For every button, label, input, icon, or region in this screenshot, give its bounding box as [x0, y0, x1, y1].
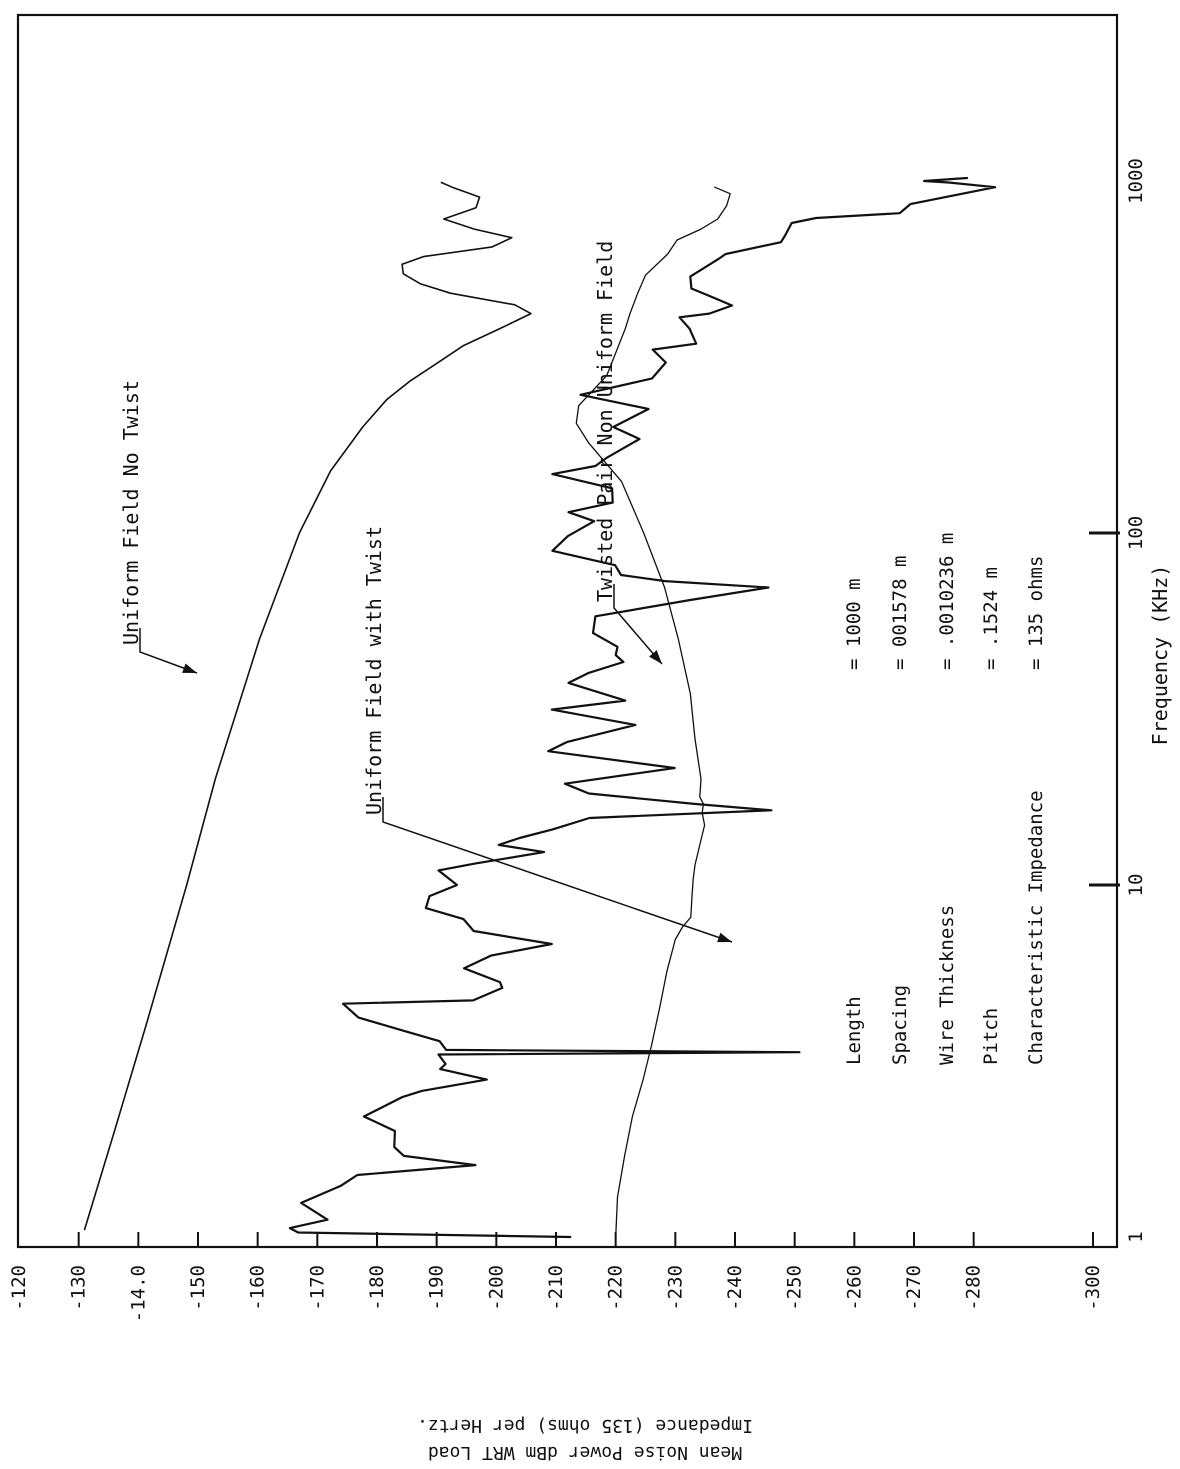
leader-twisted-pair-non-uniform-head	[649, 650, 662, 664]
y-tick-label: -230	[664, 1265, 686, 1311]
x-tick-label: 1	[1125, 1231, 1147, 1242]
y-axis-title-line-1: Mean Noise Power dBm WRT Load	[428, 1442, 742, 1463]
x-tick-label: 100	[1125, 516, 1147, 550]
y-tick-label: -280	[963, 1265, 985, 1311]
axis-ticks	[77, 531, 1120, 1247]
leader-uniform-field-with-twist	[382, 797, 733, 943]
y-tick-label: -170	[306, 1265, 328, 1311]
x-tick-label: 10	[1125, 874, 1147, 897]
y-tick-label: -190	[426, 1265, 448, 1311]
text-layer: -120 -130 -14.0 -150 -160 -170 -180 -190 -200 -21…	[8, 158, 1172, 1463]
y-tick-label: -130	[68, 1265, 90, 1311]
label-uniform-field-no-twist: Uniform Field No Twist	[119, 380, 143, 645]
y-tick-label: -160	[247, 1265, 269, 1311]
y-tick-label: -240	[724, 1265, 746, 1311]
param-value-spacing: = 001578 m	[889, 556, 911, 670]
param-name-pitch: Pitch	[980, 1008, 1002, 1065]
leader-uniform-field-with-twist-head	[717, 932, 732, 943]
param-name-characteristic-impedance: Characteristic Impedance	[1025, 790, 1047, 1065]
leader-twisted-pair-non-uniform	[613, 584, 663, 665]
param-name-wire-thickness: Wire Thickness	[936, 905, 958, 1065]
y-tick-label: -260	[843, 1265, 865, 1311]
series-layer	[83, 176, 997, 1239]
leader-uniform-field-no-twist	[139, 628, 198, 674]
y-tick-label: -14.0	[127, 1265, 149, 1322]
y-tick-label: -250	[784, 1265, 806, 1311]
param-value-length: = 1000 m	[843, 578, 865, 670]
leader-uniform-field-no-twist-head	[182, 663, 197, 673]
param-value-wire-thickness: = .0010236 m	[936, 533, 958, 670]
series-twisted-pair-non-uniform	[288, 176, 997, 1239]
x-tick-label: 1000	[1125, 158, 1147, 204]
y-tick-label: -300	[1082, 1265, 1104, 1311]
param-value-characteristic-impedance: = 135 ohms	[1025, 556, 1047, 670]
label-uniform-field-with-twist: Uniform Field with Twist	[362, 526, 386, 815]
annotation-layer	[139, 584, 733, 943]
y-tick-label: -150	[187, 1265, 209, 1311]
y-tick-label: -220	[605, 1265, 627, 1311]
label-twisted-pair-non-uniform: Twisted Pair Non Uniform Field	[593, 241, 617, 602]
y-tick-label: -200	[485, 1265, 507, 1311]
x-axis-title: Frequency (KHz)	[1148, 565, 1172, 746]
y-axis-title-line-2: Impedance (135 ohms) per Hertz.	[417, 1415, 753, 1436]
y-tick-label: -180	[366, 1265, 388, 1311]
series-uniform-field-with-twist	[575, 186, 731, 1238]
param-value-pitch: = .1524 m	[980, 567, 1002, 670]
y-tick-label: -270	[903, 1265, 925, 1311]
param-name-length: Length	[843, 996, 865, 1065]
series-uniform-field-no-twist	[83, 181, 532, 1231]
param-name-spacing: Spacing	[889, 985, 911, 1065]
plot-frame	[16, 13, 1119, 1249]
y-tick-label: -120	[8, 1265, 30, 1311]
y-tick-label: -210	[545, 1265, 567, 1311]
